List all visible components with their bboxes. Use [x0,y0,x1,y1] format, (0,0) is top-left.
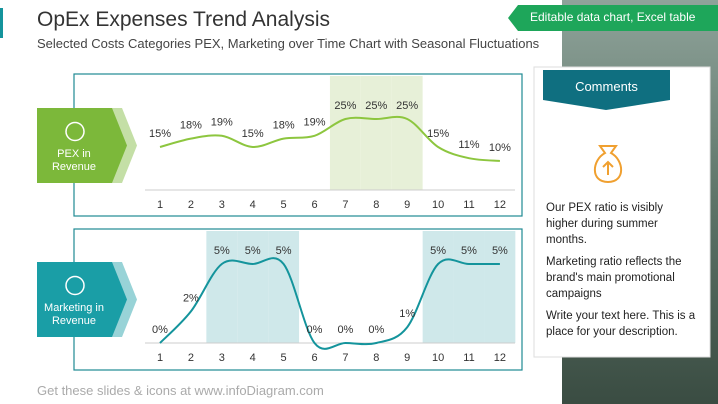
line [159,115,500,162]
x-tick-label: 11 [463,352,474,364]
value-label: 5% [430,245,446,257]
badge-shape [508,5,718,31]
x-tick-label: 5 [281,199,287,211]
value-label: 19% [303,117,325,129]
footer: Get these slides & icons at www.infoDiag… [37,383,324,398]
x-tick-label: 8 [373,199,379,211]
value-label: 18% [180,120,202,132]
comments-title: Comments [575,79,638,94]
value-label: 15% [427,128,449,140]
x-tick-label: 4 [250,199,256,211]
highlight-band [391,76,423,190]
label-icon [65,275,85,296]
x-tick-label: 3 [219,352,225,364]
value-label: 25% [396,100,418,112]
highlight-band [329,76,361,190]
value-label: 15% [149,128,171,140]
value-label: 0% [337,324,353,336]
x-tick-label: 6 [311,199,317,211]
label-chevron [37,262,127,337]
value-label: 0% [307,324,323,336]
highlight-band [484,231,516,343]
comments-header [543,70,670,110]
label-icon [65,121,85,142]
subtitle: Selected Costs Categories PEX, Marketing… [37,36,540,51]
x-tick-label: 6 [311,352,317,364]
value-label: 0% [368,324,384,336]
value-label: 5% [245,245,261,257]
value-label: 1% [399,308,415,320]
highlight-band [422,231,454,343]
charts: 15%118%219%315%418%519%625%725%825%915%1… [37,73,523,371]
x-tick-label: 3 [219,199,225,211]
paragraph: Marketing ratio reflects the brand's mai… [546,256,682,300]
x-tick-label: 2 [188,352,194,364]
value-label: 15% [242,128,264,140]
highlight-band [453,231,485,343]
x-tick-label: 8 [373,352,379,364]
x-tick-label: 7 [342,352,348,364]
highlight-band [206,231,238,343]
highlight-band [360,76,392,190]
x-tick-label: 5 [281,352,287,364]
x-tick-label: 4 [250,352,256,364]
x-tick-label: 1 [157,352,163,364]
title: OpEx Expenses Trend Analysis [37,8,330,31]
value-label: 11% [458,139,479,151]
highlight-band [237,231,269,343]
money-bag-icon [593,145,623,184]
x-tick-label: 11 [463,199,474,211]
x-tick-label: 1 [157,199,163,211]
badge: Editable data chart, Excel table [530,10,696,24]
value-label: 2% [183,292,199,304]
paragraph: Our PEX ratio is visibly higher during s… [546,202,663,246]
x-tick-label: 9 [404,352,410,364]
accent [0,8,3,38]
x-tick-label: 7 [342,199,348,211]
x-tick-label: 10 [432,352,444,364]
row-label: PEX in Revenue [51,147,97,173]
x-tick-label: 2 [188,199,194,211]
x-tick-label: 10 [432,199,444,211]
value-label: 25% [365,100,387,112]
value-label: 19% [211,117,233,129]
value-label: 5% [492,245,508,257]
x-tick-label: 12 [494,352,506,364]
x-tick-label: 9 [404,199,410,211]
value-label: 5% [276,245,292,257]
label-chevron [37,108,127,183]
line [159,257,500,350]
value-label: 25% [334,100,356,112]
paragraph: Write your text here. This is a place fo… [546,310,696,338]
comments-text: Our PEX ratio is visibly higher during s… [546,200,696,346]
value-label: 5% [214,245,230,257]
x-tick-label: 12 [494,199,506,211]
value-label: 5% [461,245,477,257]
value-label: 18% [273,120,295,132]
value-label: 10% [489,142,511,154]
row-label: Marketing in Revenue [44,301,104,327]
chart-frame [73,73,523,217]
value-label: 0% [152,324,168,336]
comments-panel [533,66,711,358]
